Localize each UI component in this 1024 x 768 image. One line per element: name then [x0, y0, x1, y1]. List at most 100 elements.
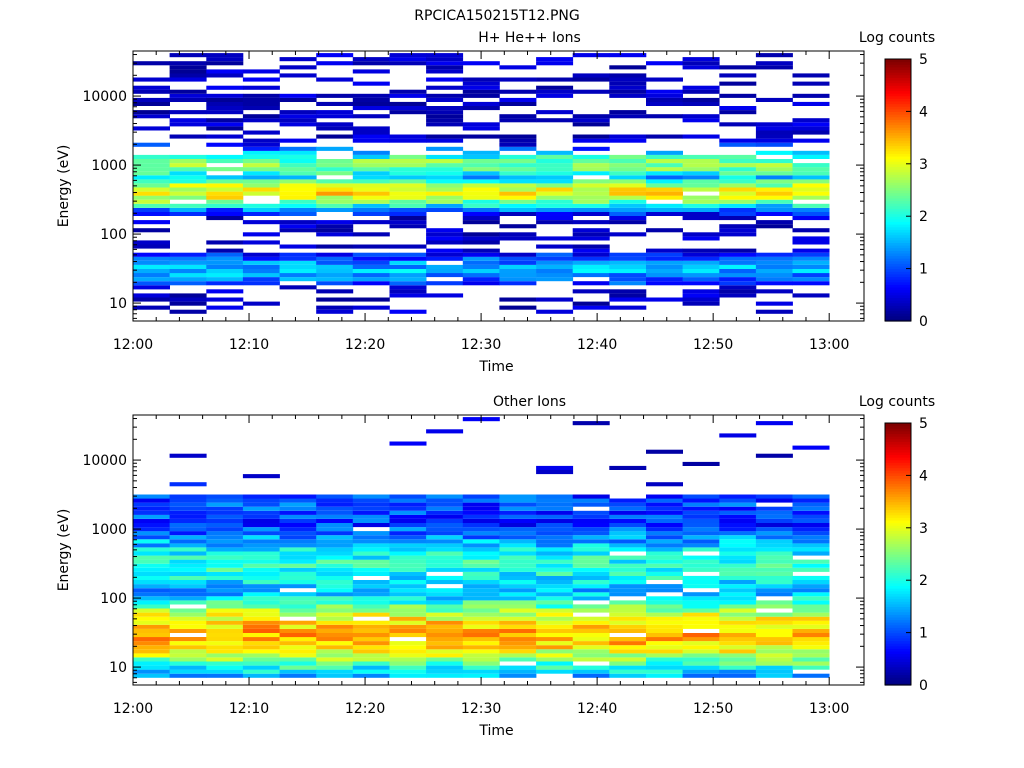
heatmap-cell [279, 203, 317, 208]
colorbar-step [885, 216, 911, 220]
heatmap-cell [609, 305, 647, 310]
heatmap-cell [133, 97, 170, 102]
heatmap-cell [719, 575, 757, 580]
colorbar-step [885, 674, 911, 678]
colorbar-step [885, 281, 911, 285]
heatmap-cell [536, 657, 574, 662]
colorbar-step [885, 116, 911, 120]
heatmap-cell [646, 653, 683, 658]
heatmap-cell [755, 547, 793, 552]
heatmap-cell [389, 256, 427, 261]
heatmap-cell [646, 506, 683, 511]
heatmap-cell [499, 179, 537, 184]
heatmap-cell [646, 101, 683, 106]
heatmap-cell [389, 207, 427, 212]
heatmap-cell [169, 273, 207, 278]
heatmap-cell [352, 273, 390, 278]
heatmap-cell [609, 514, 647, 519]
heatmap-cell [462, 195, 500, 200]
heatmap-cell [462, 514, 500, 519]
heatmap-cell [426, 669, 464, 674]
heatmap-cell [352, 171, 390, 176]
heatmap-cell [426, 429, 464, 434]
heatmap-cell [133, 510, 170, 515]
heatmap-cell [279, 171, 317, 176]
heatmap-cell [755, 171, 793, 176]
heatmap-cell [609, 53, 647, 58]
heatmap-cell [536, 620, 574, 625]
colorbar-tick-label: 0 [919, 314, 928, 330]
heatmap-cell [206, 669, 244, 674]
heatmap-cell [682, 547, 720, 552]
heatmap-cell [682, 211, 720, 216]
colorbar-step [885, 258, 911, 262]
heatmap-cell [792, 191, 830, 196]
heatmap-cell [462, 584, 500, 589]
heatmap-cell [426, 641, 464, 646]
heatmap-cell [133, 567, 170, 572]
colorbar-step [885, 148, 911, 152]
heatmap-cell [169, 502, 207, 507]
heatmap-cell [426, 53, 464, 58]
heatmap-cell [279, 167, 317, 172]
heatmap-cell [316, 207, 354, 212]
heatmap-cell [682, 154, 720, 159]
heatmap-cell [389, 665, 427, 670]
heatmap-cell [682, 232, 720, 237]
heatmap-cell [316, 669, 354, 674]
heatmap-cell [169, 183, 207, 188]
heatmap-cell [279, 551, 317, 556]
heatmap-cell [646, 641, 683, 646]
heatmap-cell [646, 163, 683, 168]
colorbar-step [885, 483, 911, 487]
heatmap-cell [316, 600, 354, 605]
colorbar-step [885, 478, 911, 482]
heatmap-cell [682, 539, 720, 544]
x-tick-label: 12:20 [345, 701, 385, 717]
heatmap-cell [719, 273, 757, 278]
heatmap-cell [682, 114, 720, 119]
heatmap-cell [279, 494, 317, 499]
heatmap-cell [206, 154, 244, 159]
heatmap-cell [609, 216, 647, 221]
heatmap-cell [242, 535, 280, 540]
heatmap-cell [646, 207, 683, 212]
heatmap-cell [352, 281, 390, 286]
heatmap-cell [169, 207, 207, 212]
heatmap-cell [426, 567, 464, 572]
heatmap-cell [609, 539, 647, 544]
heatmap-cell [352, 498, 390, 503]
heatmap-cell [719, 93, 757, 98]
heatmap-cell [572, 203, 610, 208]
heatmap-cell [316, 653, 354, 658]
heatmap-cell [242, 498, 280, 503]
heatmap-cell [389, 89, 427, 94]
heatmap-cell [755, 563, 793, 568]
heatmap-cell [572, 604, 610, 609]
heatmap-cell [389, 535, 427, 540]
colorbar-step [885, 297, 911, 301]
heatmap-cell [389, 575, 427, 580]
heatmap-cell [389, 179, 427, 184]
heatmap-cell [426, 175, 464, 180]
heatmap-cell [279, 580, 317, 585]
colorbar-step [885, 606, 911, 610]
colorbar-step [885, 82, 911, 86]
colorbar-step [885, 454, 911, 458]
colorbar-step [885, 433, 911, 437]
heatmap-cell [755, 273, 793, 278]
heatmap-cell [426, 264, 464, 269]
heatmap-cell [792, 637, 830, 642]
heatmap-cell [389, 539, 427, 544]
heatmap-cell [316, 220, 354, 225]
colorbar-step [885, 451, 911, 456]
colorbar-step [885, 98, 911, 102]
heatmap-cell [682, 461, 720, 466]
heatmap-cell [279, 506, 317, 511]
heatmap-cell [572, 207, 610, 212]
heatmap-cell [242, 179, 280, 184]
heatmap-cell [792, 518, 830, 523]
heatmap-cell [279, 195, 317, 200]
heatmap-cell [242, 494, 280, 499]
heatmap-cell [719, 620, 757, 625]
